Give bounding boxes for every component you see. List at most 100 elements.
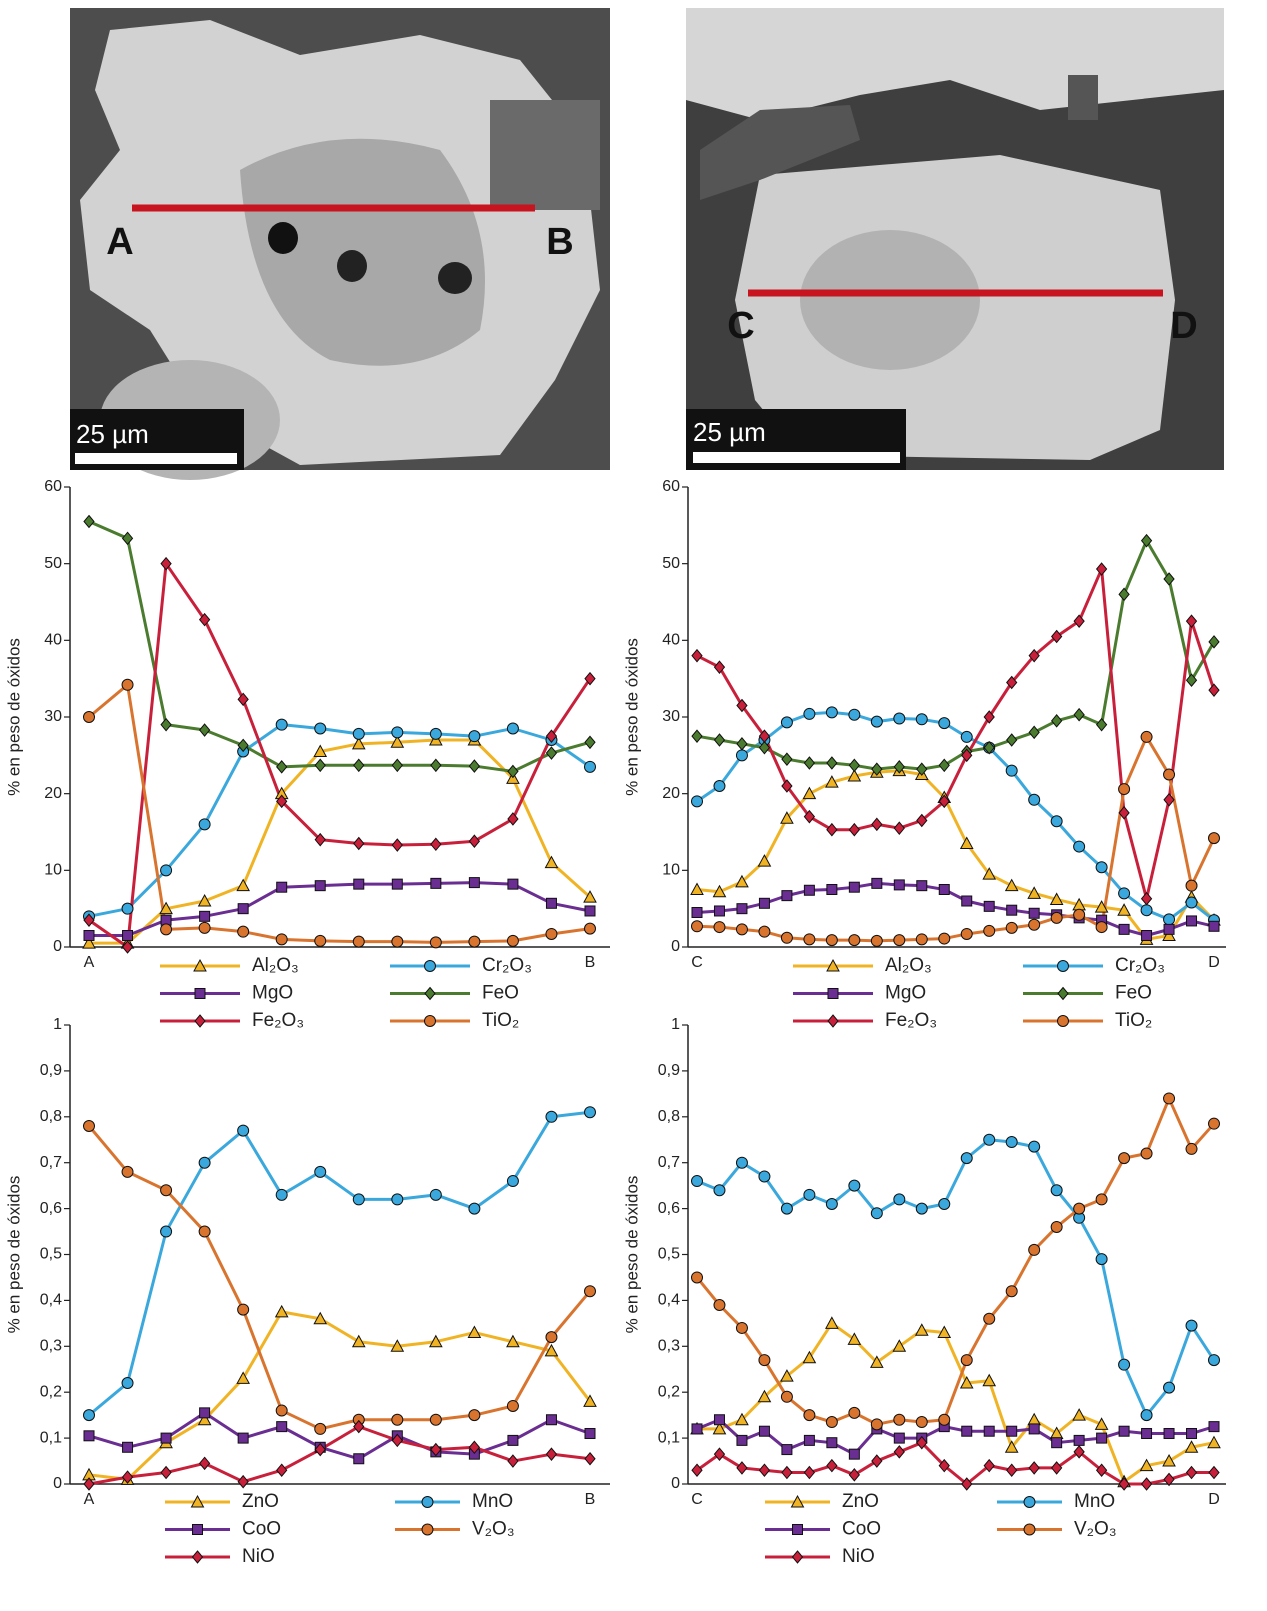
legend-label: Fe₂O₃ bbox=[885, 1010, 937, 1031]
data-point bbox=[314, 1165, 327, 1178]
data-point bbox=[237, 1124, 250, 1137]
data-point bbox=[83, 1477, 95, 1491]
legend-marker bbox=[790, 1494, 805, 1508]
y-tick-label: 0,1 bbox=[40, 1429, 62, 1446]
data-point bbox=[1118, 923, 1130, 935]
data-point bbox=[1118, 1477, 1130, 1491]
y-tick-label: 40 bbox=[44, 632, 62, 649]
data-point bbox=[757, 854, 772, 867]
legend-label: ZnO bbox=[242, 1491, 279, 1512]
data-point bbox=[781, 752, 793, 766]
data-point bbox=[960, 1152, 973, 1165]
data-point bbox=[1208, 1421, 1220, 1433]
legend-marker bbox=[1023, 1496, 1036, 1508]
data-point bbox=[1140, 730, 1153, 743]
data-point bbox=[506, 934, 519, 947]
data-point bbox=[1050, 815, 1063, 828]
x-tick-label: D bbox=[1208, 954, 1220, 971]
series-line bbox=[696, 567, 1216, 901]
data-point bbox=[391, 726, 404, 739]
data-point bbox=[825, 1316, 839, 1329]
data-point bbox=[237, 1432, 249, 1444]
y-tick-label: 0,9 bbox=[40, 1062, 62, 1079]
legend-label: CoO bbox=[842, 1519, 881, 1540]
legend-marker bbox=[792, 1524, 803, 1535]
data-point bbox=[893, 712, 906, 725]
y-tick-label: 40 bbox=[662, 632, 680, 649]
data-point bbox=[691, 795, 703, 808]
scale-bar-label: 25 µm bbox=[76, 419, 149, 449]
data-point bbox=[691, 648, 703, 663]
data-point bbox=[506, 1175, 519, 1188]
data-point bbox=[468, 877, 480, 889]
y-tick-label: 0,4 bbox=[658, 1292, 680, 1309]
data-point bbox=[916, 880, 928, 892]
sem-image: A B 25 µm bbox=[70, 8, 610, 480]
data-point bbox=[545, 729, 558, 743]
data-point bbox=[83, 1409, 95, 1422]
data-point bbox=[1139, 1458, 1154, 1472]
y-tick-label: 0 bbox=[53, 938, 62, 955]
legend-marker bbox=[424, 960, 436, 972]
data-point bbox=[430, 758, 442, 773]
data-point bbox=[160, 864, 173, 877]
data-point bbox=[544, 1343, 559, 1357]
data-point bbox=[735, 1156, 748, 1169]
data-point bbox=[847, 1332, 862, 1345]
data-point bbox=[122, 930, 134, 941]
y-tick-label: 0,7 bbox=[658, 1154, 680, 1171]
data-point bbox=[584, 735, 596, 750]
data-point bbox=[353, 878, 365, 890]
data-point bbox=[848, 822, 860, 837]
data-point bbox=[507, 812, 519, 826]
data-point bbox=[429, 727, 442, 740]
data-point bbox=[429, 936, 442, 949]
data-point bbox=[468, 1409, 481, 1422]
legend-label: TiO₂ bbox=[1115, 1010, 1152, 1031]
data-point bbox=[758, 1463, 771, 1478]
series-line bbox=[697, 1321, 1215, 1484]
data-point bbox=[691, 1423, 703, 1435]
data-point bbox=[83, 913, 95, 927]
data-point bbox=[983, 740, 995, 755]
data-point bbox=[1141, 1428, 1153, 1440]
y-tick-label: 0,2 bbox=[40, 1383, 62, 1400]
y-tick-label: 0,6 bbox=[658, 1200, 680, 1217]
data-point bbox=[430, 1442, 442, 1457]
data-point bbox=[826, 1458, 838, 1473]
data-point bbox=[870, 1418, 883, 1431]
data-point bbox=[1208, 635, 1220, 649]
series-line bbox=[696, 1418, 1215, 1456]
data-point bbox=[871, 1454, 883, 1468]
data-point bbox=[713, 1414, 725, 1426]
data-point bbox=[122, 1441, 134, 1453]
x-tick-label: B bbox=[585, 954, 596, 971]
data-point bbox=[351, 736, 366, 750]
data-point bbox=[713, 905, 725, 917]
data-point bbox=[584, 760, 596, 773]
data-point bbox=[713, 1447, 726, 1461]
data-point bbox=[83, 1119, 95, 1132]
data-point bbox=[237, 1474, 249, 1489]
y-axis-label: % en peso de óxidos bbox=[622, 1176, 641, 1334]
image-label: A bbox=[106, 221, 133, 263]
data-point bbox=[893, 821, 905, 835]
data-point bbox=[236, 878, 250, 892]
data-point bbox=[1118, 1152, 1131, 1165]
data-point bbox=[690, 882, 704, 895]
data-point bbox=[1163, 1428, 1175, 1440]
data-point bbox=[713, 780, 726, 792]
data-point bbox=[848, 881, 860, 893]
data-point bbox=[352, 727, 365, 740]
data-point bbox=[545, 897, 557, 909]
series-line bbox=[696, 710, 1215, 922]
data-point bbox=[780, 811, 794, 824]
legend-marker bbox=[826, 958, 840, 972]
legend-label: Al₂O₃ bbox=[885, 955, 932, 976]
data-point bbox=[848, 758, 860, 773]
data-point bbox=[803, 1188, 816, 1201]
data-point bbox=[916, 762, 928, 776]
data-point bbox=[121, 1165, 134, 1178]
legend-label: MnO bbox=[1074, 1491, 1115, 1512]
data-point bbox=[83, 930, 95, 941]
